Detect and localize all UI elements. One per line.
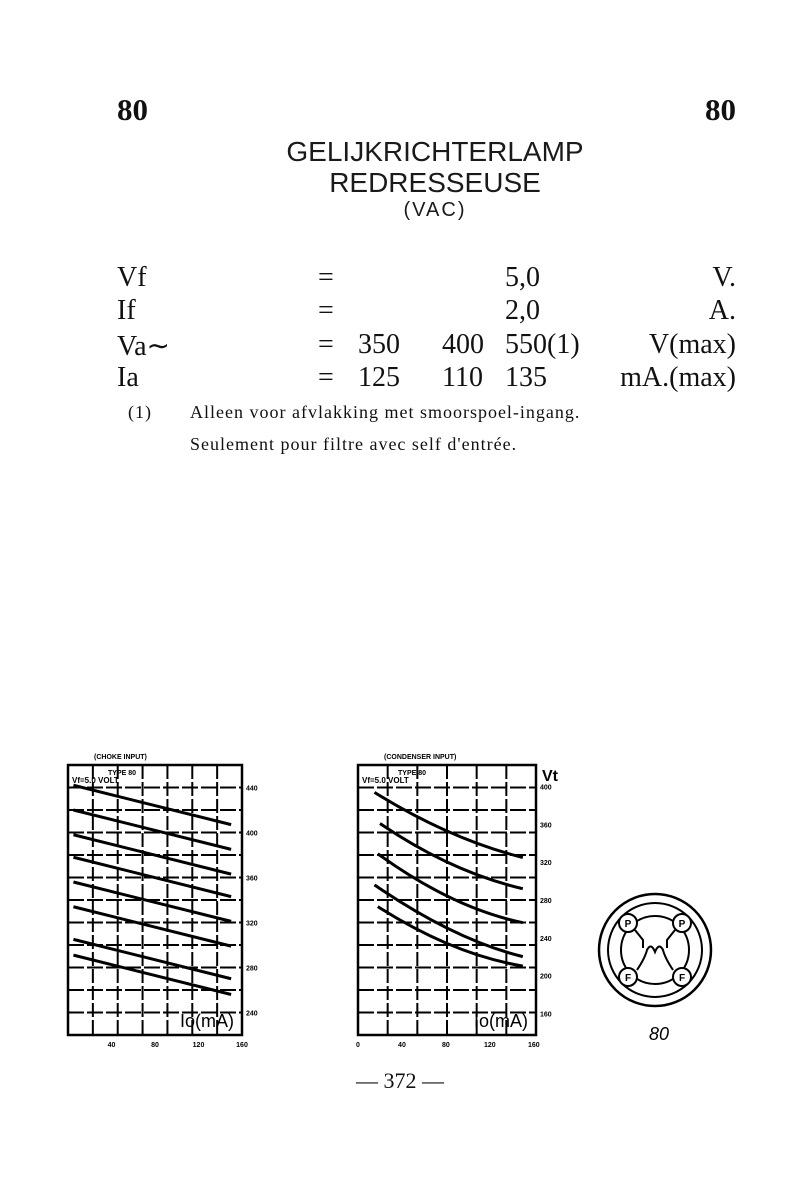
x-tick-label: 40 [108,1042,116,1049]
type-label: TYPE 80 [398,770,426,777]
characteristic-chart: 40 80 120 160 440 400 360 320 280 240 (CHOKE INPUT… [66,754,258,1049]
pin-label: F [679,973,685,984]
y-tick-label: 240 [246,1011,258,1018]
spec-label: Vf [117,262,147,293]
curve [376,852,524,925]
chart-heading: (CHOKE INPUT) [94,754,147,761]
socket-caption: 80 [649,1024,669,1044]
curve [73,905,232,948]
x-axis-label: Io(mA) [180,1011,234,1031]
y-tick-label: 280 [246,966,258,973]
tube-number-left: 80 [117,92,148,127]
spec-label: If [117,295,136,326]
electrode-wiring [634,929,676,971]
curve [73,953,232,996]
curve [73,808,232,851]
chart-heading: (CONDENSER INPUT) [384,754,456,761]
page-number: — 372 — [356,1068,444,1093]
spec-value: 350 [358,329,400,360]
pin [672,967,692,987]
spec-value: 400 [442,329,484,360]
x-tick-label: 160 [528,1042,540,1049]
curve [373,791,524,859]
y-tick-label: 440 [246,786,258,793]
curve [73,855,232,899]
y-tick-label: 360 [246,876,258,883]
pin-label: F [625,973,631,984]
curve [73,783,232,827]
vf-label: Vf=5.0 VOLT [72,776,119,785]
curve [73,880,232,923]
spec-value: 5,0 [505,262,540,293]
x-tick-label: 0 [356,1042,360,1049]
x-tick-label: 120 [193,1042,205,1049]
x-tick-label: 160 [236,1042,248,1049]
spec-equals: = [318,295,334,326]
x-tick-label: 40 [398,1042,406,1049]
curve [73,833,232,876]
y-axis-label: Vt [542,768,559,785]
spec-value: 135 [505,362,547,393]
x-tick-label: 80 [442,1042,450,1049]
title-french: REDRESSEUSE [329,167,541,198]
x-tick-label: 120 [484,1042,496,1049]
spec-unit: V. [712,262,736,293]
y-tick-label: 320 [246,921,258,928]
title-dutch: GELIJKRICHTERLAMP [286,136,584,167]
pin [618,913,638,933]
y-tick-label: 400 [246,831,258,838]
pin-label: P [679,919,686,930]
spec-value: 125 [358,362,400,393]
tube-number-right: 80 [705,92,736,127]
curve [373,883,524,959]
pin [618,967,638,987]
characteristic-chart: 0 40 80 120 160 400 360 320 280 240 200 160 (CONDENS… [356,754,559,1049]
spec-unit: A. [708,295,736,326]
spec-equals: = [318,362,334,393]
spec-equals: = [318,329,334,360]
y-tick-label: 200 [540,974,552,981]
spec-value: 110 [442,362,483,393]
spec-unit: mA.(max) [620,362,736,393]
vf-label: Vf=5.0 VOLT [362,776,409,785]
x-tick-label: 80 [151,1042,159,1049]
spec-unit: V(max) [648,329,736,360]
y-tick-label: 400 [540,785,552,792]
y-tick-label: 320 [540,860,552,867]
curve [379,822,524,891]
spec-label: Ia [117,362,139,393]
spec-equals: = [318,262,334,293]
socket-diagram: P P F F 80 [597,892,713,1044]
footnote-french: Seulement pour filtre avec self d'entrée… [190,434,518,454]
spec-value: 2,0 [505,295,540,326]
pin [672,913,692,933]
y-tick-label: 160 [540,1011,552,1018]
pin-label: P [625,919,632,930]
title-vac: (VAC) [403,199,467,221]
type-label: TYPE 80 [108,770,136,777]
y-tick-label: 240 [540,936,552,943]
spec-value: 550(1) [505,329,580,360]
footnote-marker: (1) [128,402,152,422]
footnote-dutch: Alleen voor afvlakking met smoorspoel-in… [190,402,581,422]
y-tick-label: 280 [540,898,552,905]
x-axis-label: Io(mA) [474,1011,528,1031]
curve [73,937,232,981]
spec-label: Va∼ [117,331,171,362]
y-tick-label: 360 [540,822,552,829]
curve [376,905,524,968]
